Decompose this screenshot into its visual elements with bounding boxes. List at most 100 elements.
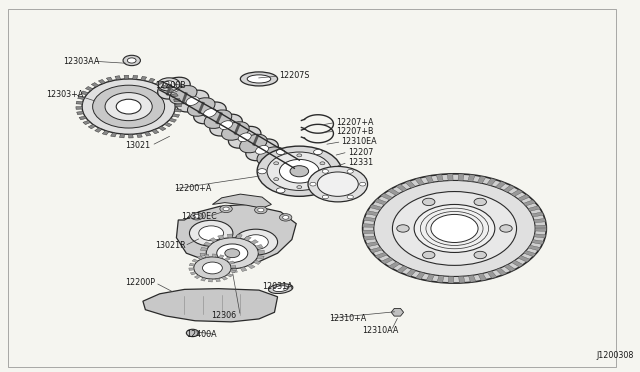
Circle shape [191,212,203,220]
Polygon shape [528,206,540,211]
Polygon shape [222,268,228,272]
Circle shape [194,257,231,279]
Circle shape [308,166,367,202]
Circle shape [217,244,248,262]
Ellipse shape [273,158,286,166]
Circle shape [280,160,319,183]
Polygon shape [496,268,506,275]
Ellipse shape [210,114,243,136]
Polygon shape [177,205,296,265]
Polygon shape [143,289,278,322]
Circle shape [202,262,222,274]
Polygon shape [495,182,506,189]
Polygon shape [189,263,195,266]
Polygon shape [145,132,151,136]
Circle shape [274,178,278,181]
Polygon shape [363,230,374,234]
Circle shape [474,198,486,206]
Circle shape [189,220,233,246]
Polygon shape [459,276,465,283]
Polygon shape [232,269,237,272]
Text: 12207S: 12207S [280,71,310,80]
Polygon shape [504,264,515,272]
Polygon shape [218,235,224,239]
Polygon shape [524,251,536,257]
Text: 13021R: 13021R [156,241,186,250]
Circle shape [374,180,535,276]
Circle shape [258,169,266,174]
Polygon shape [156,81,163,86]
Polygon shape [447,174,453,181]
Polygon shape [227,234,232,238]
Polygon shape [468,275,476,282]
Circle shape [199,226,223,241]
Circle shape [93,85,164,128]
Polygon shape [244,236,252,241]
Polygon shape [200,253,207,256]
Polygon shape [99,80,106,84]
Polygon shape [137,134,142,138]
Polygon shape [76,101,83,104]
Polygon shape [375,253,387,259]
Circle shape [258,208,264,212]
Polygon shape [152,129,159,134]
Circle shape [274,162,278,165]
Polygon shape [258,250,264,253]
Circle shape [363,174,547,283]
Polygon shape [518,256,530,262]
Circle shape [116,99,141,114]
Circle shape [323,195,328,199]
Text: 12306: 12306 [211,311,236,320]
Circle shape [282,215,289,219]
Polygon shape [175,104,181,107]
Polygon shape [370,205,382,210]
Polygon shape [257,256,264,259]
Ellipse shape [157,77,190,99]
Polygon shape [396,184,407,192]
Polygon shape [216,278,221,282]
Polygon shape [219,255,224,259]
Polygon shape [241,267,247,272]
Polygon shape [486,178,496,186]
Circle shape [267,152,332,190]
Ellipse shape [246,139,278,161]
Polygon shape [159,126,166,131]
Polygon shape [405,181,415,188]
Text: 12303AA: 12303AA [63,57,100,66]
Circle shape [297,186,302,189]
Polygon shape [202,258,209,262]
Circle shape [314,150,323,155]
Polygon shape [227,273,233,277]
Polygon shape [381,193,393,200]
Polygon shape [85,86,93,91]
Polygon shape [388,262,400,269]
Circle shape [276,188,285,193]
Ellipse shape [257,147,285,165]
Circle shape [82,79,175,134]
Polygon shape [189,268,194,270]
Text: 12207+A: 12207+A [337,118,374,127]
Polygon shape [79,116,86,120]
Polygon shape [120,134,125,138]
Polygon shape [124,75,129,79]
Polygon shape [426,274,435,281]
Polygon shape [248,264,255,269]
Polygon shape [190,272,196,275]
Polygon shape [231,266,236,268]
Polygon shape [209,279,212,282]
Text: 12310+A: 12310+A [329,314,366,323]
Polygon shape [415,178,424,185]
Ellipse shape [238,133,252,142]
Ellipse shape [204,109,216,117]
Text: 12310EC: 12310EC [181,212,217,221]
Ellipse shape [188,98,215,116]
Polygon shape [528,245,541,251]
Polygon shape [504,185,515,192]
Circle shape [332,169,341,174]
Text: 12207+B: 12207+B [337,127,374,136]
Circle shape [255,206,267,214]
Circle shape [422,198,435,206]
Polygon shape [532,240,544,244]
Circle shape [323,170,328,173]
Polygon shape [487,271,497,278]
